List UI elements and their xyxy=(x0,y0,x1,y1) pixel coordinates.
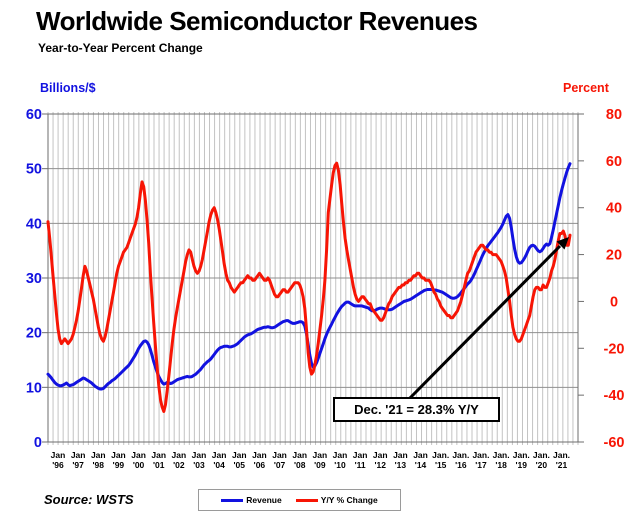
x-tick-year: '12 xyxy=(375,460,387,470)
x-tick-year: '02 xyxy=(173,460,185,470)
legend-label-revenue: Revenue xyxy=(246,495,282,505)
x-tick-year: '15 xyxy=(435,460,447,470)
right-axis-tick-label: 60 xyxy=(606,154,622,170)
x-tick-month: Jan xyxy=(71,450,86,460)
right-axis-tick-label: -60 xyxy=(604,435,625,451)
x-tick-year: '08 xyxy=(294,460,306,470)
x-tick-year: '17 xyxy=(475,460,487,470)
x-tick-month: Jan. xyxy=(553,450,570,460)
x-tick-month: Jan xyxy=(131,450,146,460)
axis-ticks-and-labels: 0 10 20 30 40 50 60 -60 -40 -20 0 20 40 60 80 xyxy=(26,107,625,451)
x-tick-month: Jan. xyxy=(493,450,510,460)
x-tick-year: '00 xyxy=(133,460,145,470)
x-tick-year: '96 xyxy=(52,460,64,470)
yoy-line-swatch xyxy=(295,498,318,502)
x-tick-year: '20 xyxy=(536,460,548,470)
left-axis-tick-label: 0 xyxy=(34,435,42,451)
x-tick-year: '10 xyxy=(334,460,346,470)
x-tick-month: Jan xyxy=(232,450,247,460)
x-tick-month: Jan. xyxy=(452,450,469,460)
x-tick-year: '11 xyxy=(355,460,366,470)
legend-item-yoy: Y/Y % Change xyxy=(295,495,378,505)
x-tick-month: Jan xyxy=(151,450,166,460)
x-tick-year: '18 xyxy=(495,460,507,470)
right-axis-tick-label: -20 xyxy=(604,341,625,357)
x-tick-month: Jan. xyxy=(513,450,530,460)
x-tick-year: '99 xyxy=(113,460,125,470)
left-axis-tick-label: 40 xyxy=(26,216,42,232)
legend: Revenue Y/Y % Change xyxy=(198,489,401,511)
source-label: Source: WSTS xyxy=(44,492,134,507)
revenue-line-swatch xyxy=(221,498,244,502)
left-axis-tick-label: 30 xyxy=(26,271,42,287)
x-tick-year: '13 xyxy=(395,460,407,470)
x-tick-month: Jan xyxy=(91,450,106,460)
x-tick-year: '04 xyxy=(213,460,225,470)
x-tick-month: Jan xyxy=(212,450,227,460)
x-tick-year: '14 xyxy=(415,460,427,470)
legend-label-yoy: Y/Y % Change xyxy=(320,495,378,505)
x-tick-month: Jan xyxy=(333,450,348,460)
x-tick-month: Jan. xyxy=(533,450,550,460)
x-tick-year: '07 xyxy=(274,460,286,470)
chart-title: Worldwide Semiconductor Revenues xyxy=(36,6,478,36)
right-axis-tick-label: 20 xyxy=(606,248,622,264)
x-tick-year: '16 xyxy=(455,460,467,470)
x-tick-month: Jan xyxy=(192,450,207,460)
x-tick-year: '03 xyxy=(193,460,205,470)
legend-item-revenue: Revenue xyxy=(221,495,282,505)
x-tick-year: '19 xyxy=(516,460,528,470)
x-tick-month: Jan xyxy=(111,450,126,460)
right-axis-tick-label: 80 xyxy=(606,107,622,123)
x-tick-year: '97 xyxy=(72,460,84,470)
x-tick-month: Jan xyxy=(51,450,66,460)
x-tick-month: Jan xyxy=(172,450,187,460)
right-axis-tick-label: -40 xyxy=(604,388,625,404)
annotation-callout: Dec. '21 = 28.3% Y/Y xyxy=(333,397,500,422)
x-tick-month: Jan xyxy=(292,450,307,460)
x-tick-month: Jan xyxy=(272,450,287,460)
x-tick-month: Jan xyxy=(353,450,368,460)
left-axis-tick-label: 50 xyxy=(26,162,42,178)
chart-subtitle: Year-to-Year Percent Change xyxy=(38,41,203,55)
left-axis-tick-label: 20 xyxy=(26,326,42,342)
x-tick-month: Jan xyxy=(413,450,428,460)
x-tick-year: '98 xyxy=(93,460,105,470)
x-tick-month: Jan. xyxy=(472,450,489,460)
annotation-text: Dec. '21 = 28.3% Y/Y xyxy=(354,402,479,417)
x-tick-month: Jan. xyxy=(432,450,449,460)
x-tick-year: '01 xyxy=(153,460,165,470)
x-tick-year: '05 xyxy=(234,460,246,470)
left-axis-tick-label: 10 xyxy=(26,380,42,396)
yoy-change-line xyxy=(46,161,572,413)
x-tick-year: '09 xyxy=(314,460,326,470)
x-tick-month: Jan xyxy=(313,450,328,460)
left-axis-unit-label: Billions/$ xyxy=(40,81,96,95)
x-tick-month: Jan xyxy=(393,450,408,460)
x-tick-year: '21 xyxy=(556,460,568,470)
left-axis-tick-label: 60 xyxy=(26,107,42,123)
x-tick-month: Jan xyxy=(373,450,388,460)
right-axis-unit-label: Percent xyxy=(563,81,609,95)
x-axis-labels: Jan'96Jan'97Jan'98Jan'99Jan'00Jan'01Jan'… xyxy=(51,450,570,470)
x-tick-year: '06 xyxy=(254,460,266,470)
right-axis-tick-label: 40 xyxy=(606,201,622,217)
x-tick-month: Jan xyxy=(252,450,267,460)
horizontal-gridlines xyxy=(48,113,578,443)
annotation-arrow xyxy=(408,237,569,400)
right-axis-tick-label: 0 xyxy=(610,294,618,310)
